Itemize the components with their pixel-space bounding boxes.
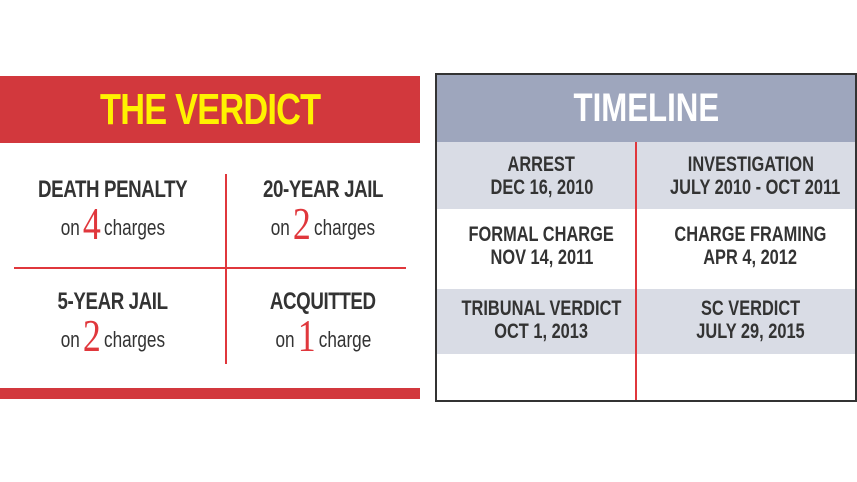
timeline-panel: TIMELINE ARREST DEC 16, 2010 INVESTIGATI…	[435, 73, 857, 402]
event-date: APR 4, 2012	[703, 246, 798, 269]
event-name: CHARGE FRAMING	[674, 223, 827, 246]
verdict-horizontal-divider	[14, 267, 406, 269]
event-date: OCT 1, 2013	[494, 320, 589, 343]
verdict-prefix: on	[275, 327, 295, 352]
timeline-event: ARREST DEC 16, 2010	[437, 153, 646, 199]
verdict-label: DEATH PENALTY	[38, 176, 188, 203]
verdict-count: 4	[83, 198, 101, 249]
event-date: NOV 14, 2011	[490, 246, 593, 269]
verdict-title: THE VERDICT	[99, 85, 321, 134]
event-name: FORMAL CHARGE	[468, 223, 615, 246]
event-date: JULY 29, 2015	[696, 320, 805, 343]
timeline-header: TIMELINE	[437, 75, 855, 142]
verdict-header: THE VERDICT	[0, 76, 420, 143]
timeline-event: CHARGE FRAMING APR 4, 2012	[646, 223, 855, 269]
verdict-label: 5-YEAR JAIL	[57, 288, 169, 315]
timeline-divider	[635, 142, 637, 400]
event-date: JULY 2010 - OCT 2011	[670, 176, 841, 199]
event-name: SC VERDICT	[700, 297, 801, 320]
verdict-acquitted: ACQUITTED on1 charge	[218, 288, 428, 359]
event-name: TRIBUNAL VERDICT	[461, 297, 622, 320]
event-name: INVESTIGATION	[687, 153, 814, 176]
verdict-label: 20-YEAR JAIL	[262, 176, 384, 203]
verdict-suffix: charges	[314, 215, 376, 240]
verdict-count: 1	[297, 310, 316, 361]
timeline-band	[437, 289, 855, 354]
verdict-suffix: charges	[104, 215, 166, 240]
verdict-prefix: on	[60, 215, 80, 240]
timeline-title: TIMELINE	[573, 86, 719, 130]
verdict-20-year-jail: 20-YEAR JAIL on2 charges	[218, 176, 428, 247]
verdict-bottom-bar	[0, 388, 420, 399]
event-date: DEC 16, 2010	[490, 176, 593, 199]
verdict-count: 2	[83, 310, 101, 361]
timeline-event: TRIBUNAL VERDICT OCT 1, 2013	[437, 297, 646, 343]
timeline-event: INVESTIGATION JULY 2010 - OCT 2011	[646, 153, 855, 199]
event-name: ARREST	[507, 153, 576, 176]
verdict-suffix: charges	[104, 327, 166, 352]
timeline-event: SC VERDICT JULY 29, 2015	[646, 297, 855, 343]
verdict-count: 2	[293, 198, 311, 249]
verdict-prefix: on	[60, 327, 80, 352]
verdict-5-year-jail: 5-YEAR JAIL on2 charges	[8, 288, 218, 359]
timeline-event: FORMAL CHARGE NOV 14, 2011	[437, 223, 646, 269]
verdict-prefix: on	[270, 215, 290, 240]
verdict-vertical-divider	[225, 174, 227, 364]
verdict-label: ACQUITTED	[270, 288, 376, 315]
timeline-band	[437, 142, 855, 209]
verdict-suffix: charge	[318, 327, 371, 352]
verdict-death-penalty: DEATH PENALTY on4 charges	[8, 176, 218, 247]
